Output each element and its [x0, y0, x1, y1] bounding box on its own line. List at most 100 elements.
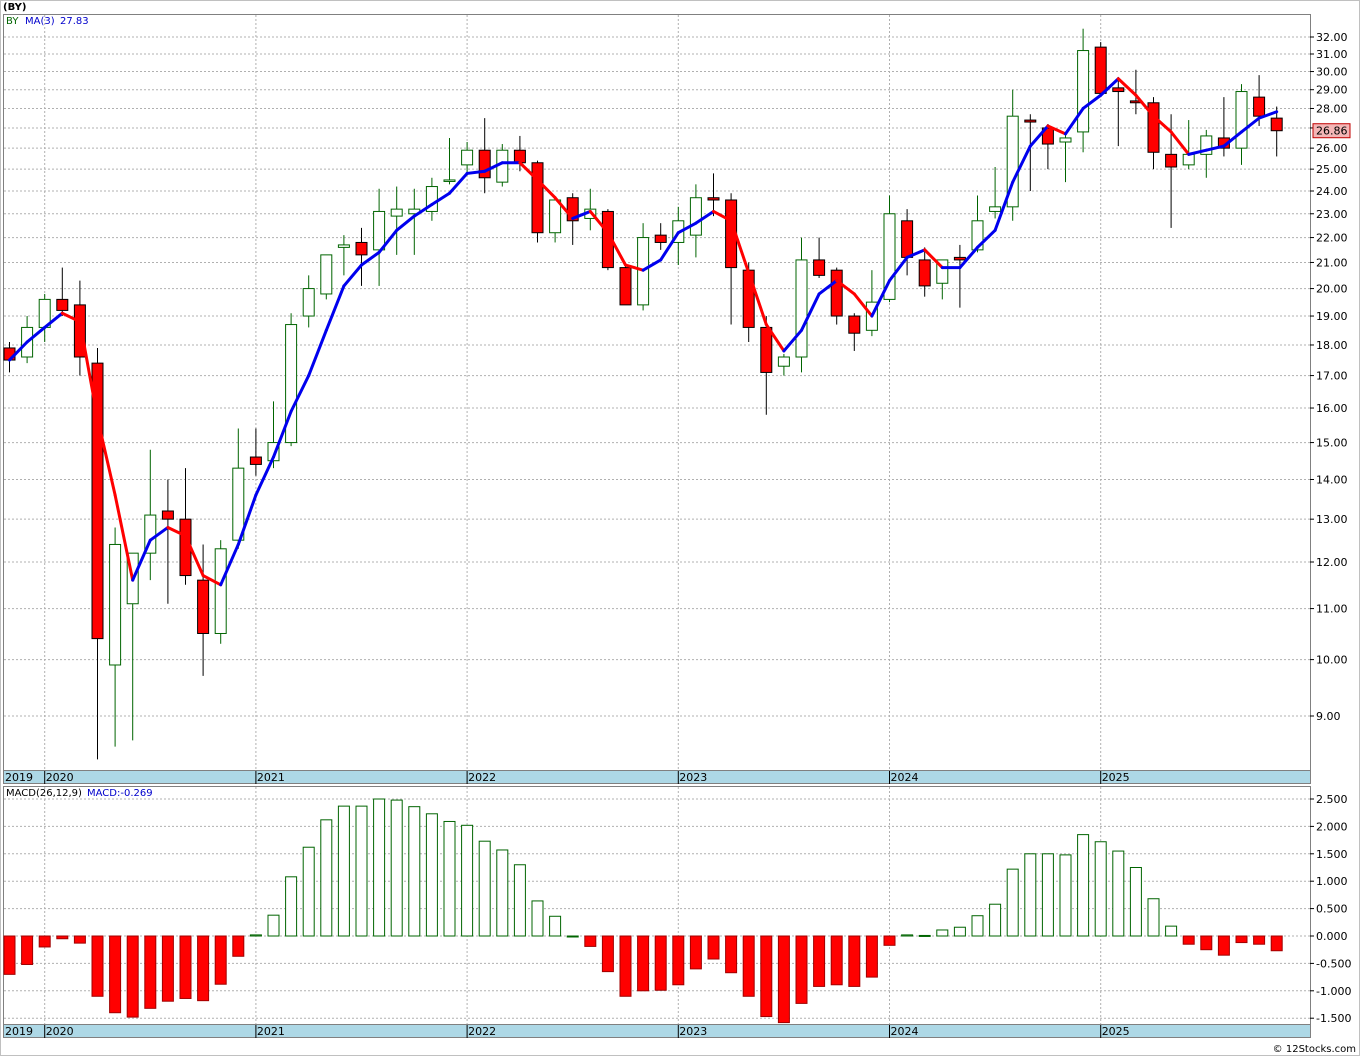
candle: [285, 313, 298, 447]
candle: [161, 479, 174, 604]
ma-segment: [465, 169, 487, 175]
macd-bar: [637, 935, 650, 992]
ma-segment: [694, 209, 715, 225]
candle-body: [390, 208, 403, 217]
ma-segment: [448, 171, 469, 195]
year-label: 2019: [5, 1025, 33, 1038]
candle: [989, 167, 1002, 219]
candle: [601, 209, 614, 271]
price-tick-label: 23.00: [1316, 208, 1348, 221]
price-panel: [3, 14, 1311, 771]
ma-segment: [1169, 130, 1191, 156]
ma-segment: [624, 263, 645, 272]
candle: [1112, 76, 1125, 147]
ma-segment: [236, 493, 258, 546]
macd-bar: [918, 934, 931, 937]
macd-bar: [478, 840, 491, 937]
macd-tick-label: 1.000: [1316, 875, 1348, 888]
candle: [953, 244, 966, 308]
candle: [478, 118, 491, 194]
candle-body: [971, 220, 984, 251]
candle-body: [830, 269, 843, 317]
macd-bar: [355, 805, 368, 937]
ma-segment: [1046, 124, 1067, 136]
ma-segment: [148, 525, 170, 542]
macd-bar: [601, 935, 614, 973]
candle-body: [443, 179, 456, 182]
candle-body: [161, 510, 174, 520]
price-tick-label: 17.00: [1316, 370, 1348, 383]
macd-bar: [777, 935, 790, 1024]
macd-bar: [461, 824, 474, 937]
ma-segment: [641, 258, 663, 272]
macd-tick-label: 2.000: [1316, 820, 1348, 833]
ma-segment: [1257, 110, 1279, 120]
macd-bar: [1270, 935, 1283, 952]
macd-bar: [56, 935, 69, 940]
candle: [197, 544, 210, 676]
price-year-labels: 2019 2020 2021 2022 2023 2024 2025: [5, 771, 1130, 784]
year-label: 2024: [891, 771, 919, 784]
candle: [777, 353, 790, 376]
ma-segment: [835, 279, 856, 296]
candle: [813, 237, 826, 278]
price-date-bar: [3, 770, 1311, 784]
candle-body: [1270, 117, 1283, 132]
ma-segment: [254, 455, 275, 497]
macd-bar: [883, 935, 896, 946]
candle-body: [373, 210, 386, 251]
ma-segment: [747, 271, 768, 327]
price-tick-label: 21.00: [1316, 256, 1348, 269]
macd-bar: [267, 914, 280, 937]
price-tick-label: 10.00: [1316, 654, 1348, 667]
macd-bar: [1059, 854, 1072, 937]
candle-body: [267, 442, 280, 462]
macd-bar: [425, 813, 438, 937]
macd-bar: [566, 935, 579, 938]
year-label: 2021: [257, 771, 285, 784]
ma-segment: [676, 221, 698, 235]
macd-bar: [161, 935, 174, 1002]
candle: [337, 235, 350, 276]
candle: [795, 237, 808, 373]
candle: [461, 142, 474, 176]
macd-year-labels: 2019 2020 2021 2022 2023 2024 2025: [5, 1025, 1130, 1038]
candle-body: [531, 162, 544, 234]
candle: [918, 247, 931, 297]
candle: [443, 137, 456, 185]
macd-bar: [126, 935, 139, 1018]
macd-bar: [144, 935, 157, 1009]
price-tick-label: 28.00: [1316, 102, 1348, 115]
macd-bar: [1165, 925, 1178, 937]
ma-segment: [976, 228, 997, 249]
candle-body: [953, 256, 966, 261]
macd-bar: [1006, 868, 1019, 937]
candle-body: [742, 269, 755, 328]
ma-segment: [113, 493, 135, 582]
ma-segment: [1064, 106, 1085, 136]
candle-body: [1165, 153, 1178, 168]
macd-bar: [848, 935, 861, 987]
ma-segment: [712, 209, 733, 223]
candle: [760, 316, 773, 415]
ma-segment: [307, 328, 328, 378]
candle-body: [91, 362, 104, 640]
candle: [56, 267, 69, 317]
macd-bar: [619, 935, 632, 997]
year-label: 2020: [46, 771, 74, 784]
macd-bar: [1094, 841, 1107, 937]
chart-title: (BY): [3, 2, 26, 13]
price-tick-label: 31.00: [1316, 48, 1348, 61]
year-label: 2020: [46, 1025, 74, 1038]
candle-body: [1024, 119, 1037, 123]
price-axis: 32.0031.0030.0029.0028.0027.0026.0025.00…: [1310, 31, 1348, 723]
macd-bar: [654, 935, 667, 991]
candle: [654, 223, 667, 250]
ma-segment: [1134, 93, 1155, 118]
candle-body: [883, 213, 896, 300]
macd-bar: [1253, 935, 1266, 945]
candle-body: [707, 197, 720, 201]
candle: [689, 184, 702, 258]
ma-segment: [571, 209, 592, 220]
macd-bar: [795, 935, 808, 1004]
